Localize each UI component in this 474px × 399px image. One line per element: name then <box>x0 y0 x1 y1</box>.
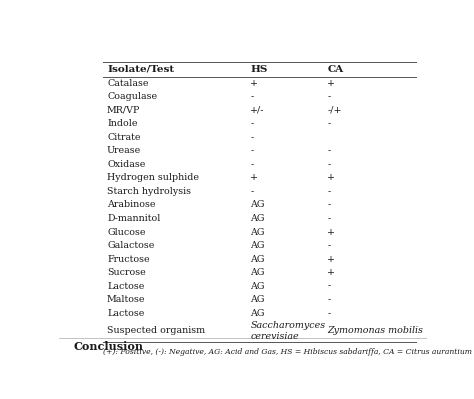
Text: AG: AG <box>250 200 265 209</box>
Text: Zymomonas mobilis: Zymomonas mobilis <box>328 326 423 336</box>
Text: Suspected organism: Suspected organism <box>107 326 205 336</box>
Text: +: + <box>328 268 336 277</box>
Text: +: + <box>328 255 336 264</box>
Text: Catalase: Catalase <box>107 79 148 88</box>
Text: Hydrogen sulphide: Hydrogen sulphide <box>107 174 199 182</box>
Text: -: - <box>250 160 254 169</box>
Text: +/-: +/- <box>250 106 265 115</box>
Text: Urease: Urease <box>107 146 141 156</box>
Text: -: - <box>250 187 254 196</box>
Text: -: - <box>328 214 331 223</box>
Text: -: - <box>328 146 331 156</box>
Text: -: - <box>328 160 331 169</box>
Text: CA: CA <box>328 65 344 74</box>
Text: AG: AG <box>250 255 265 264</box>
Text: -: - <box>328 200 331 209</box>
Text: Arabinose: Arabinose <box>107 200 155 209</box>
Text: Fructose: Fructose <box>107 255 150 264</box>
Text: +: + <box>328 79 336 88</box>
Text: -: - <box>328 92 331 101</box>
Text: +: + <box>328 227 336 237</box>
Text: Starch hydrolysis: Starch hydrolysis <box>107 187 191 196</box>
Text: +: + <box>250 79 258 88</box>
Text: -: - <box>250 133 254 142</box>
Text: -: - <box>328 309 331 318</box>
Text: (+): Positive, (-): Negative, AG: Acid and Gas, HS = Hibiscus sabdariffa, CA = C: (+): Positive, (-): Negative, AG: Acid a… <box>103 348 472 356</box>
Text: -: - <box>250 146 254 156</box>
Text: AG: AG <box>250 309 265 318</box>
Text: Coagulase: Coagulase <box>107 92 157 101</box>
Text: -: - <box>328 295 331 304</box>
Text: AG: AG <box>250 268 265 277</box>
Text: Conclusion: Conclusion <box>74 341 144 352</box>
Text: AG: AG <box>250 241 265 250</box>
Text: AG: AG <box>250 295 265 304</box>
Text: Citrate: Citrate <box>107 133 140 142</box>
Text: AG: AG <box>250 227 265 237</box>
Text: -: - <box>328 282 331 290</box>
Text: AG: AG <box>250 214 265 223</box>
Text: -: - <box>328 187 331 196</box>
Text: Sucrose: Sucrose <box>107 268 146 277</box>
Text: Lactose: Lactose <box>107 282 145 290</box>
Text: +: + <box>250 174 258 182</box>
Text: Saccharomyces
cerevisiae: Saccharomyces cerevisiae <box>250 321 325 341</box>
Text: Indole: Indole <box>107 119 137 128</box>
Text: -: - <box>328 241 331 250</box>
Text: -/+: -/+ <box>328 106 342 115</box>
Text: MR/VP: MR/VP <box>107 106 140 115</box>
Text: Galactose: Galactose <box>107 241 155 250</box>
Text: Glucose: Glucose <box>107 227 146 237</box>
Text: -: - <box>250 119 254 128</box>
Text: D-mannitol: D-mannitol <box>107 214 160 223</box>
Text: Maltose: Maltose <box>107 295 146 304</box>
Text: Isolate/Test: Isolate/Test <box>107 65 174 74</box>
Text: +: + <box>328 174 336 182</box>
Text: HS: HS <box>250 65 268 74</box>
Text: AG: AG <box>250 282 265 290</box>
Text: -: - <box>250 92 254 101</box>
Text: -: - <box>328 119 331 128</box>
Text: Lactose: Lactose <box>107 309 145 318</box>
Text: Oxidase: Oxidase <box>107 160 146 169</box>
